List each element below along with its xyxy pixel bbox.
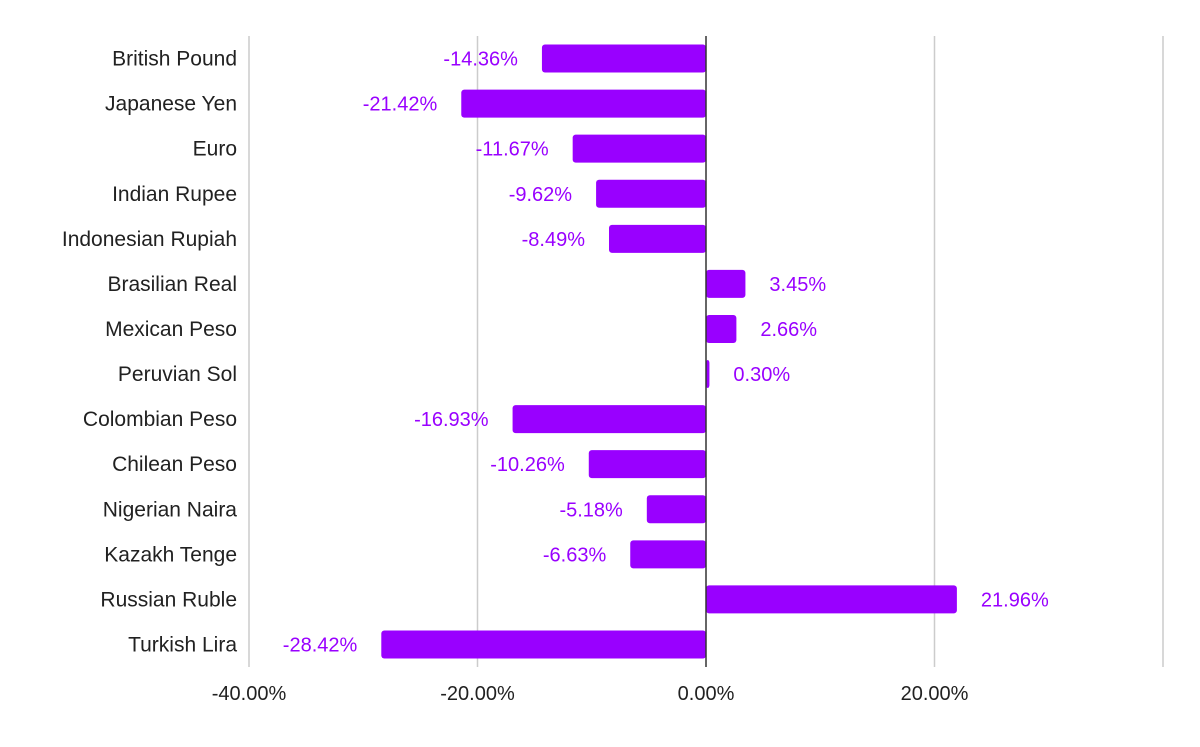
bar [706, 360, 710, 389]
data-label: -14.36% [443, 49, 518, 71]
bar [609, 224, 706, 253]
x-tick-label: 20.00% [901, 683, 969, 705]
x-tick-label: -40.00% [212, 683, 287, 705]
data-labels: -14.36% -21.42% -11.67% -9.62% -8.49% 3.45% 2.… [283, 49, 1049, 657]
bar [381, 630, 706, 659]
category-label: Chilean Peso [112, 453, 237, 476]
category-label: Japanese Yen [105, 93, 237, 116]
category-label: Nigerian Naira [103, 498, 238, 521]
data-label: 3.45% [769, 274, 826, 296]
gridlines [248, 36, 1164, 667]
bar [706, 269, 746, 298]
bar [461, 89, 706, 118]
data-label: -5.18% [559, 499, 623, 521]
data-label: -6.63% [543, 544, 607, 566]
category-label: Euro [193, 138, 237, 161]
bar [630, 540, 706, 569]
data-label: -11.67% [476, 139, 549, 161]
data-label: -16.93% [414, 409, 489, 431]
data-label: 0.30% [733, 364, 790, 386]
bar [572, 134, 706, 163]
category-label: Indonesian Rupiah [62, 228, 237, 251]
bar [706, 585, 957, 614]
x-tick-label: 0.00% [678, 683, 735, 705]
bar [588, 450, 706, 479]
bar [512, 405, 706, 434]
category-label: Brasilian Real [107, 273, 237, 296]
category-label: Turkish Lira [128, 633, 237, 656]
bar [646, 495, 706, 524]
category-label: British Pound [112, 48, 237, 71]
bars [381, 44, 957, 659]
bar [596, 179, 706, 208]
bar [541, 44, 706, 73]
x-axis-ticks: -40.00% -20.00% 0.00% 20.00% [212, 683, 969, 705]
category-label: Russian Ruble [100, 588, 237, 611]
data-label: 2.66% [760, 319, 817, 341]
category-label: Indian Rupee [112, 183, 237, 206]
category-label: Peruvian Sol [118, 363, 237, 386]
data-label: -28.42% [283, 634, 358, 656]
x-tick-label: -20.00% [440, 683, 515, 705]
bar [706, 314, 737, 343]
category-label: Colombian Peso [83, 408, 237, 431]
category-label: Mexican Peso [105, 318, 237, 341]
category-label: Kazakh Tenge [104, 543, 237, 566]
data-label: 21.96% [981, 589, 1049, 611]
data-label: -10.26% [490, 454, 565, 476]
category-labels: British Pound Japanese Yen Euro Indian Rupe… [62, 48, 237, 657]
data-label: -21.42% [363, 94, 438, 116]
data-label: -9.62% [509, 184, 573, 206]
data-label: -8.49% [522, 229, 586, 251]
